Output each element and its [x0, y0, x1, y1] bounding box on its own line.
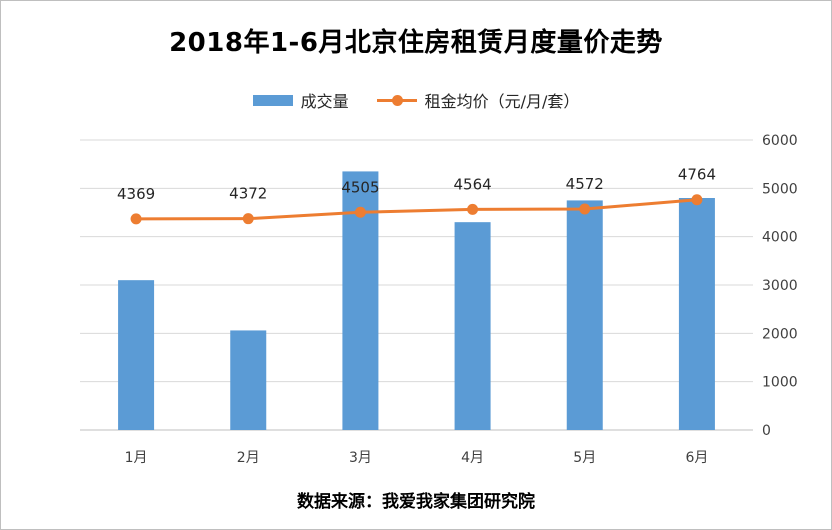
legend-item-volume: 成交量 — [252, 88, 349, 112]
rent-marker — [130, 213, 142, 225]
volume-bar — [230, 330, 267, 430]
x-axis-tick-label: 3月 — [349, 450, 372, 466]
y-axis-tick-label: 5000 — [762, 181, 798, 197]
rent-data-label: 4372 — [229, 185, 267, 203]
volume-bar — [118, 280, 155, 430]
rent-marker — [242, 213, 254, 225]
y-axis-tick-label: 4000 — [762, 230, 798, 246]
y-axis-tick-label: 1000 — [762, 375, 798, 391]
rent-line — [136, 198, 698, 221]
chart-title: 2018年1-6月北京住房租赁月度量价走势 — [169, 28, 663, 58]
legend-label-volume: 成交量 — [300, 92, 349, 111]
volume-bar — [454, 222, 491, 430]
y-axis-tick-label: 3000 — [762, 278, 798, 294]
chart-legend: 成交量 租金均价（元/月/套） — [0, 88, 832, 112]
x-axis-tick-label: 6月 — [685, 450, 708, 466]
legend-label-rent: 租金均价（元/月/套） — [424, 92, 580, 111]
volume-bar — [678, 198, 715, 430]
rent-data-label: 4572 — [566, 175, 604, 193]
rent-marker — [579, 203, 591, 215]
legend-swatch-bar — [252, 94, 293, 106]
legend-swatch-line — [376, 94, 417, 106]
rent-marker — [467, 203, 479, 215]
y-axis-tick-label: 2000 — [762, 326, 798, 342]
data-source-note: 数据来源：我爱我家集团研究院 — [297, 492, 535, 512]
rent-data-label: 4564 — [453, 175, 491, 193]
rent-data-label: 4764 — [678, 166, 716, 184]
legend-item-rent: 租金均价（元/月/套） — [376, 88, 580, 112]
y-axis-tick-label: 0 — [762, 423, 771, 439]
rent-marker — [691, 194, 703, 206]
volume-bar — [566, 200, 603, 430]
rent-data-label: 4369 — [117, 185, 155, 203]
x-axis-tick-label: 2月 — [237, 450, 260, 466]
x-axis-tick-label: 1月 — [125, 450, 148, 466]
rent-data-label: 4505 — [341, 178, 379, 196]
y-axis-tick-label: 6000 — [762, 133, 798, 149]
x-axis-tick-label: 4月 — [461, 450, 484, 466]
rent-marker — [354, 206, 366, 218]
x-axis-tick-label: 5月 — [573, 450, 596, 466]
